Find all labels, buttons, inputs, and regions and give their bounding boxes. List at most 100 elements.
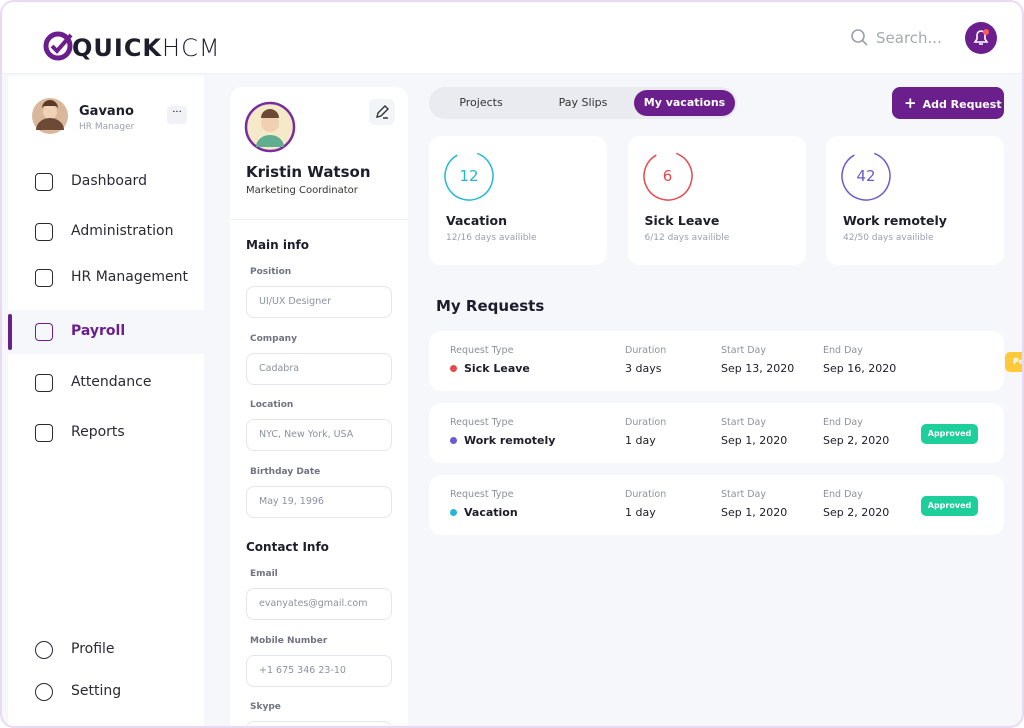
nav-item[interactable]: Reports [71,424,125,440]
status-badge: Pe [1005,352,1022,372]
tab[interactable]: Pay Slips [558,96,608,109]
field-input[interactable] [246,721,392,726]
field-label: Birthday Date [250,466,321,477]
logo-suffix: HCM [162,34,221,62]
stat-ring [841,151,891,201]
end-day: Sep 2, 2020 [823,434,890,447]
stat-ring [642,151,693,201]
duration: 3 days [625,362,662,375]
request-type: Work remotely [464,434,556,447]
user-name: Gavano [79,104,134,119]
status-badge: Approved [921,424,978,444]
divider [230,219,408,220]
field-label: Position [250,267,292,277]
field-input[interactable]: May 19, 1996 [246,485,392,518]
user-avatar [32,98,68,134]
stat-ring-arc [444,151,494,201]
search-icon[interactable] [850,28,870,48]
edit-profile-button[interactable] [369,99,395,125]
section-heading: Main info [246,238,309,252]
request-type: Sick Leave [464,362,530,375]
nav-item[interactable]: Profile [71,641,115,657]
nav-icon[interactable] [35,683,53,701]
nav-icon[interactable] [35,269,53,287]
column-label: Start Day [721,345,766,356]
nav-item[interactable]: Administration [71,223,174,239]
field-label: Skype [250,702,281,712]
stat-value: 12 [459,167,479,185]
stat-label: Vacation [446,213,508,228]
type-dot [450,365,457,372]
field-value: +1 675 346 23-10 [259,664,346,676]
nav-item[interactable]: HR Management [71,269,188,285]
field-value: UI/UX Designer [259,296,331,307]
column-label: Duration [625,417,667,428]
end-day: Sep 16, 2020 [823,362,897,375]
nav-icon[interactable] [35,323,53,341]
column-label: Duration [625,345,667,356]
field-value: Cadabra [259,362,300,374]
active-nav-indicator [8,314,12,350]
section-heading: Contact Info [246,540,329,554]
profile-avatar [244,101,296,153]
field-label: Location [250,400,294,410]
nav-item[interactable]: Attendance [71,374,152,390]
field-input[interactable]: Cadabra [246,352,392,385]
field-value: May 19, 1996 [259,495,324,507]
request-row[interactable]: Request Type Duration Start Day End Day Sick… [429,331,1004,391]
nav-icon[interactable] [35,173,53,191]
nav-icon[interactable] [35,374,53,392]
column-label: Start Day [721,489,766,500]
field-input[interactable]: UI/UX Designer [246,286,392,318]
column-label: Duration [625,489,667,500]
stat-card: 12 Vacation 12/16 days availible [429,136,607,265]
sidebar [8,76,204,726]
tab[interactable]: Projects [459,96,503,109]
request-row[interactable]: Request Type Duration Start Day End Day Work… [429,403,1004,463]
add-request-button[interactable]: + Add Request [892,87,1004,119]
column-label: Request Type [450,345,514,356]
stat-detail: 12/16 days availible [446,233,537,243]
tab[interactable]: My vacations [634,90,735,116]
search-input[interactable]: Search... [876,29,942,47]
active-nav-background [8,310,204,354]
logo-icon [43,31,73,61]
column-label: Request Type [450,417,514,428]
request-row[interactable]: Request Type Duration Start Day End Day Vaca… [429,475,1004,535]
stat-ring-arc [642,151,693,201]
end-day: Sep 2, 2020 [823,506,890,519]
field-input[interactable]: +1 675 346 23-10 [246,654,392,687]
column-label: End Day [823,489,863,500]
profile-title: Marketing Coordinator [246,185,358,196]
start-day: Sep 1, 2020 [721,434,788,447]
stat-label: Work remotely [843,213,947,228]
request-type: Vacation [464,506,518,519]
field-label: Mobile Number [250,635,328,646]
nav-item[interactable]: Payroll [71,323,126,339]
field-input[interactable]: NYC, New York, USA [246,419,392,451]
field-label: Company [250,333,297,344]
nav-item[interactable]: Setting [71,683,122,699]
nav-item[interactable]: Dashboard [71,173,147,189]
stat-label: Sick Leave [644,213,720,228]
field-value: evanyates@gmail.com [259,598,368,609]
start-day: Sep 1, 2020 [721,506,788,519]
add-request-label: Add Request [922,98,1002,111]
column-label: Start Day [721,417,766,428]
column-label: End Day [823,417,863,428]
stat-ring-arc [841,151,891,201]
field-label: Email [250,569,278,579]
user-menu-button[interactable]: ··· [167,106,187,124]
notification-bell[interactable] [964,21,998,55]
stat-value: 42 [856,167,876,185]
stat-card: 42 Work remotely 42/50 days availible [826,136,1004,265]
nav-icon[interactable] [35,641,53,659]
nav-icon[interactable] [35,424,53,442]
duration: 1 day [625,506,656,519]
status-badge: Approved [921,496,978,516]
field-input[interactable]: evanyates@gmail.com [246,588,392,620]
stat-card: 6 Sick Leave 6/12 days availible [627,136,806,265]
nav-icon[interactable] [35,223,53,241]
logo: QUICKHCM [72,34,221,62]
